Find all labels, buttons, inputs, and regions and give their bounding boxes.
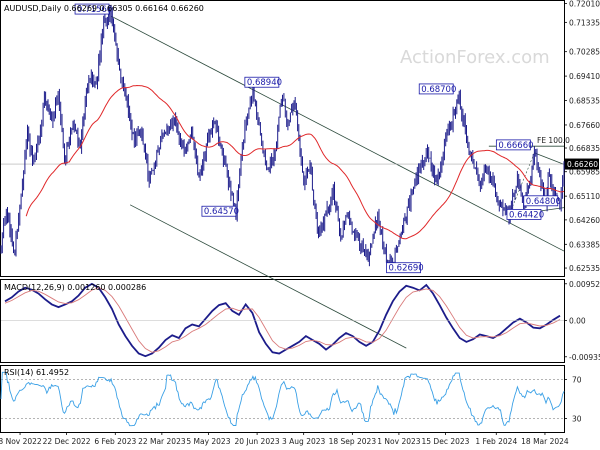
x-tick-label: 15 Dec 2023 xyxy=(422,437,470,446)
macd-tick-label: 0.009524 xyxy=(569,280,600,289)
y-tick-label: 0.67660 xyxy=(569,121,600,130)
x-tick-label: 18 Sep 2023 xyxy=(329,437,377,446)
wedge-upper-line xyxy=(534,152,565,165)
x-tick-label: 18 Mar 2024 xyxy=(521,437,569,446)
rsi-panel-frame xyxy=(0,365,565,433)
price-annotation-box xyxy=(386,262,421,274)
price-annotation-box xyxy=(201,205,237,217)
rsi-line xyxy=(0,371,565,427)
macd-title: MACD(12,26,9) 0.001260 0.000286 xyxy=(4,283,146,292)
y-tick-label: 0.70285 xyxy=(569,48,600,57)
macd-signal-line xyxy=(4,287,561,353)
y-tick-label: 0.72010 xyxy=(569,0,600,9)
price-annotation-label: 0.64570 xyxy=(204,207,239,217)
price-annotation-label: 0.66660 xyxy=(498,141,533,151)
main-panel-frame xyxy=(0,0,565,277)
y-tick-label: 0.71335 xyxy=(569,18,600,27)
channel-upper-line xyxy=(110,15,565,252)
x-tick-label: 22 Mar 2023 xyxy=(138,437,186,446)
price-annotation-box xyxy=(74,3,110,15)
macd-tick-label: -0.00935 xyxy=(569,353,600,362)
price-annotation-label: 0.64800 xyxy=(526,197,561,207)
price-annotation-label: 0.71560 xyxy=(77,5,112,15)
price-annotation-box xyxy=(418,83,454,95)
current-price-box xyxy=(565,158,599,170)
price-annotation-box xyxy=(244,76,280,88)
price-annotation-box xyxy=(523,195,559,207)
moving-average-line xyxy=(25,84,565,240)
price-annotation-label: 0.68940 xyxy=(247,78,282,88)
price-annotation-label: 0.68700 xyxy=(421,85,456,95)
y-tick-label: 0.68535 xyxy=(569,97,600,106)
current-price-label: 0.66260 xyxy=(567,160,598,169)
y-tick-label: 0.69410 xyxy=(569,72,600,81)
y-tick-label: 0.65985 xyxy=(569,168,600,177)
x-tick-label: 5 May 2023 xyxy=(186,437,230,446)
x-tick-label: 22 Dec 2022 xyxy=(43,437,91,446)
x-tick-label: 20 Jun 2023 xyxy=(235,437,280,446)
x-tick-label: 8 Nov 2022 xyxy=(0,437,42,446)
y-tick-label: 0.65110 xyxy=(569,192,600,201)
x-tick-label: 6 Feb 2023 xyxy=(94,437,136,446)
rsi-title: RSI(14) 61.4952 xyxy=(4,368,69,377)
price-annotation-box xyxy=(495,139,531,151)
macd-line xyxy=(4,282,561,358)
rsi-tick-label: 30 xyxy=(572,414,582,423)
price-annotation-box xyxy=(506,209,542,220)
channel-lower-line xyxy=(129,204,407,349)
main-title: AUDUSD,Daily 0.66269 0.66305 0.66164 0.6… xyxy=(4,4,204,13)
watermark-text: ActionForex.com xyxy=(400,47,550,68)
x-tick-label: 3 Aug 2023 xyxy=(282,437,325,446)
projection-dotted-line xyxy=(508,152,535,216)
macd-tick-label: 0.00 xyxy=(569,317,586,326)
fe-label: FE 100.0 xyxy=(537,136,570,145)
price-annotation-label: 0.64420 xyxy=(509,210,544,220)
y-tick-label: 0.64260 xyxy=(569,216,600,225)
price-annotation-label: 0.62690 xyxy=(389,264,424,274)
y-tick-label: 0.63385 xyxy=(569,240,600,249)
y-tick-label: 0.62535 xyxy=(569,264,600,273)
y-tick-label: 0.66835 xyxy=(569,144,600,153)
x-tick-label: 1 Nov 2023 xyxy=(377,437,420,446)
rsi-tick-label: 70 xyxy=(572,376,582,385)
x-tick-label: 1 Feb 2024 xyxy=(475,437,517,446)
